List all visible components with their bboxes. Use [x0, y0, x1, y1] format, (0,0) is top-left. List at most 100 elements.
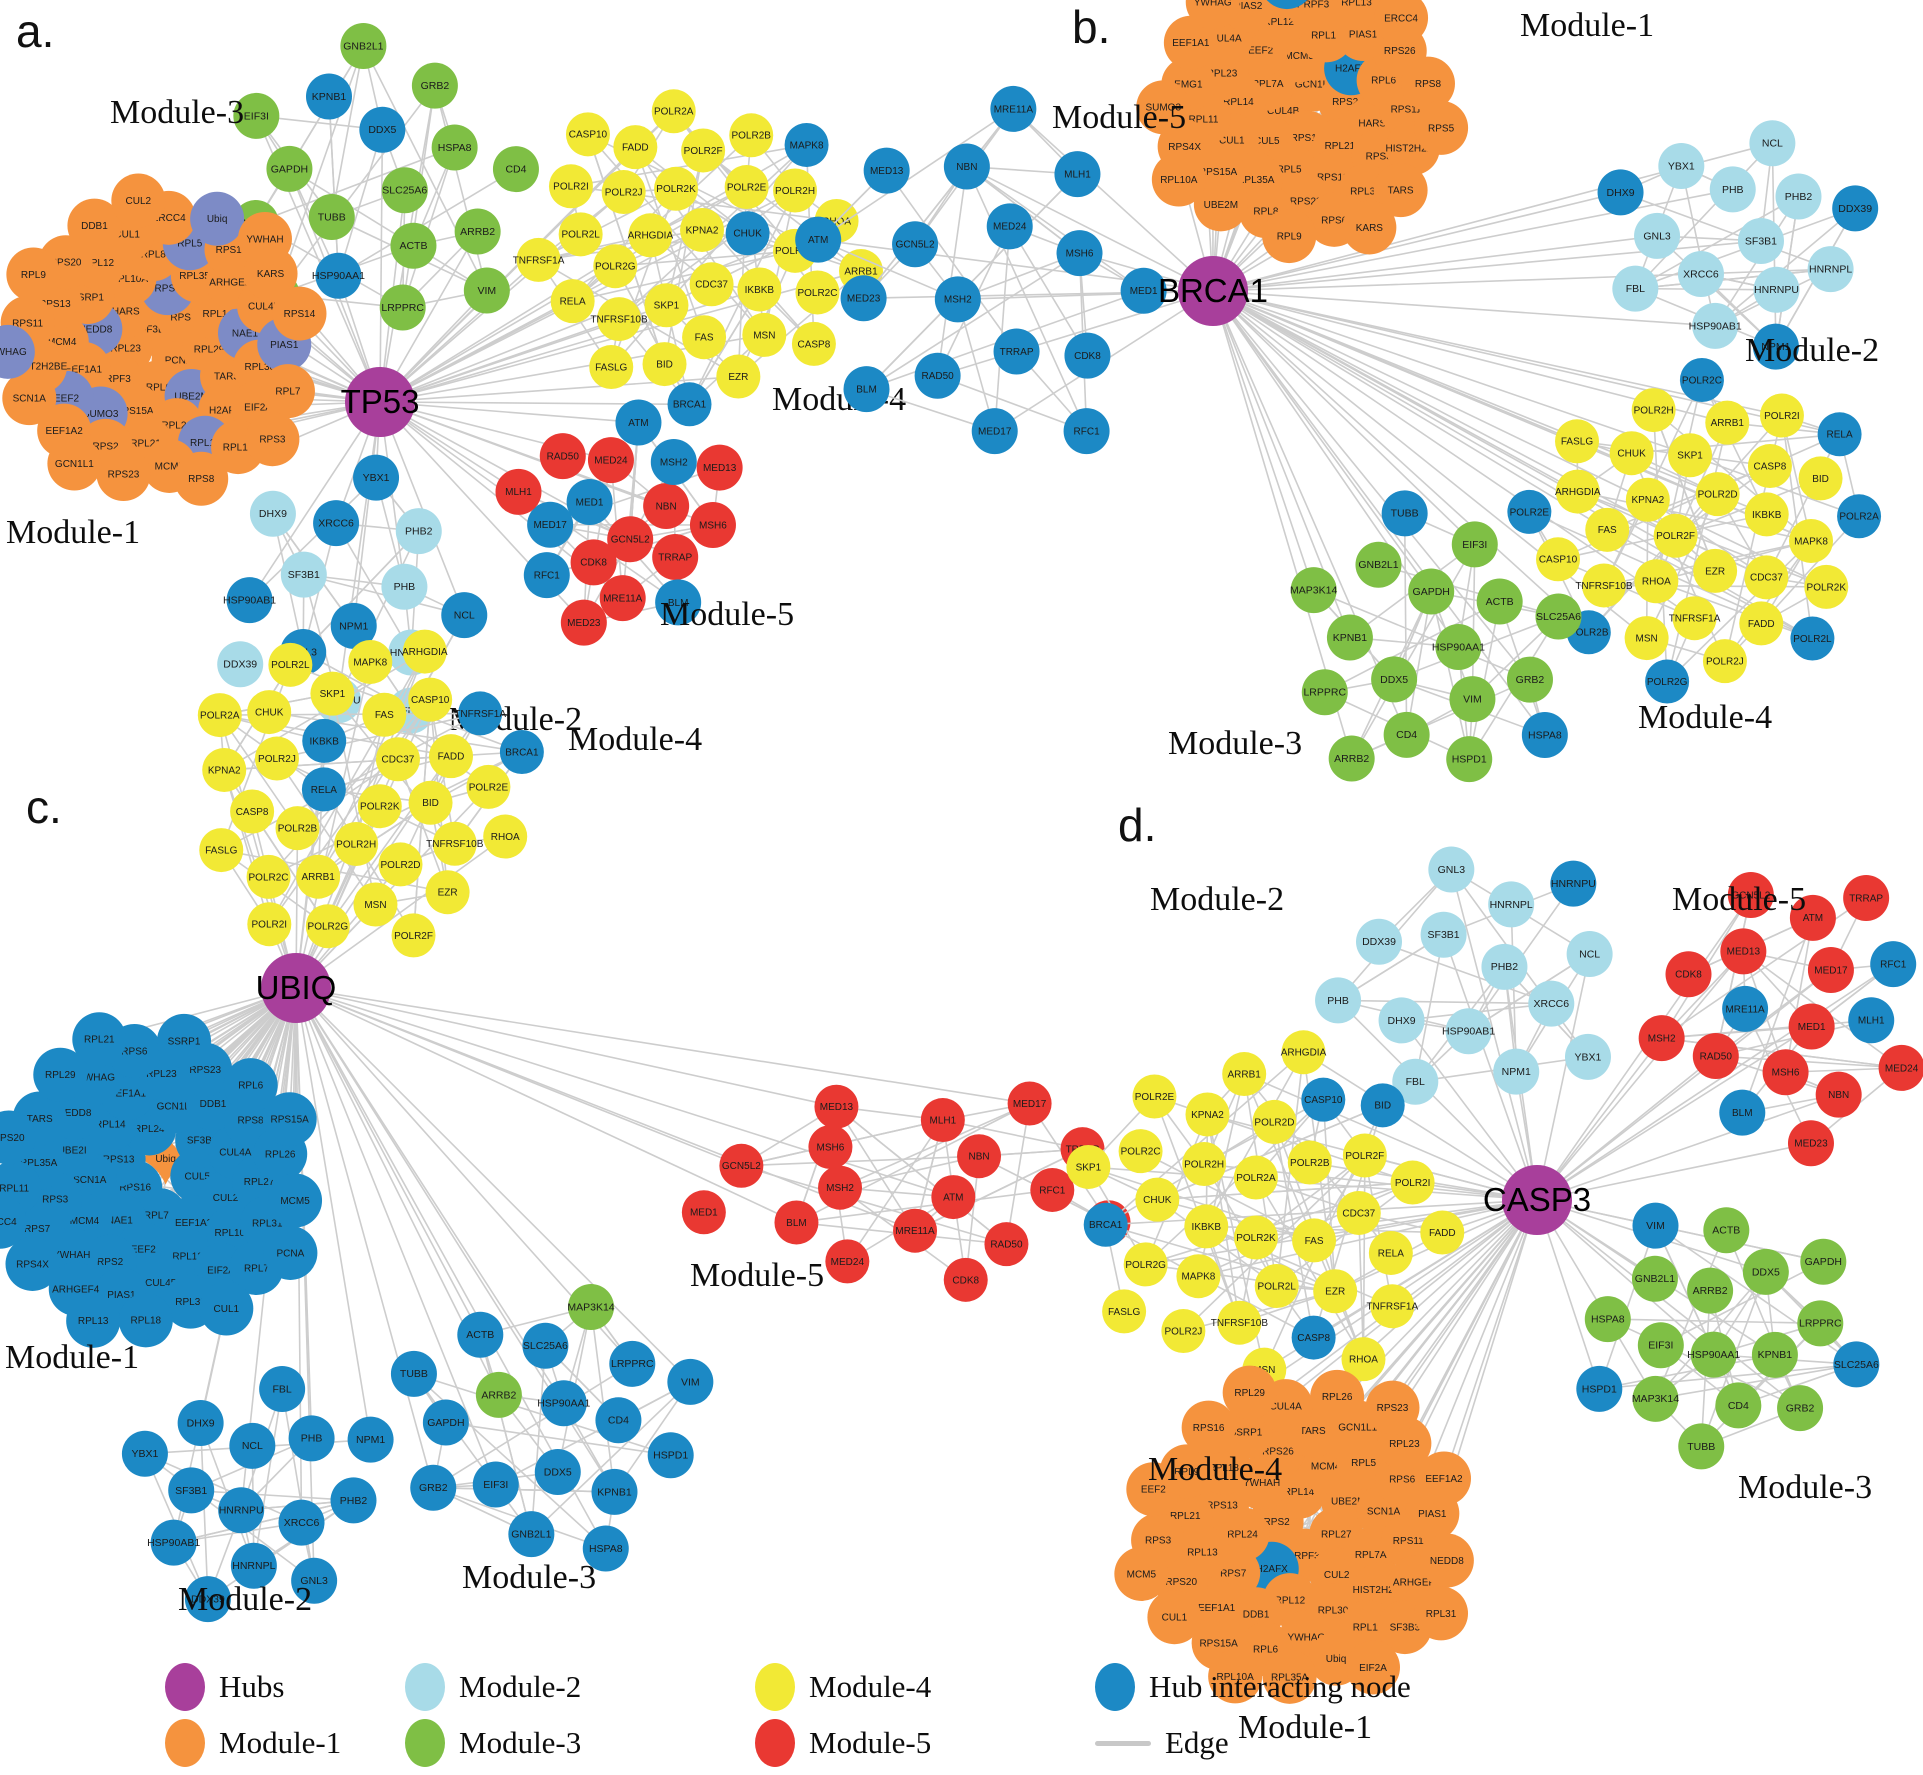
node-ARHGDIA: ARHGDIA	[1555, 469, 1601, 514]
node-circle	[1184, 1204, 1229, 1249]
node-circle	[334, 821, 379, 866]
node-circle	[1355, 541, 1402, 588]
node-circle	[729, 113, 774, 158]
node-circle	[1878, 1044, 1923, 1091]
node-XRCC6: XRCC6	[313, 500, 360, 547]
edge	[1322, 1099, 1336, 1292]
node-BID: BID	[1798, 456, 1843, 501]
node-label: BLM	[856, 385, 877, 396]
node-TNFRSF10B: TNFRSF10B	[1575, 563, 1633, 608]
node-label: RPS14	[1291, 133, 1323, 144]
node-label: XRCC6	[318, 518, 354, 530]
node-circle	[463, 267, 510, 314]
edge	[276, 758, 377, 905]
node-CHUK: CHUK	[725, 211, 770, 256]
node-label: TUBB	[400, 1368, 428, 1380]
edge	[1157, 1181, 1413, 1201]
node-label: GNL3	[1643, 230, 1671, 242]
node-circle	[1637, 1322, 1684, 1369]
node-label: POLR2J	[258, 754, 296, 765]
node-label: RPL5	[177, 239, 202, 250]
node-label: POLR2C	[1682, 375, 1722, 386]
node-NPM1: NPM1	[1493, 1048, 1540, 1095]
node-label: VIM	[1646, 1220, 1665, 1232]
node-circle	[1668, 433, 1713, 478]
node-label: RPL30	[1350, 186, 1381, 197]
node-label: RPS4X	[1168, 142, 1201, 153]
node-circle	[1292, 1218, 1337, 1263]
node-label: RFC1	[1880, 960, 1907, 971]
node-circle	[1762, 1049, 1809, 1096]
node-label: SSRP1	[168, 1036, 201, 1047]
hub-edge	[1212, 290, 1578, 443]
node-label: KPNB1	[312, 91, 347, 103]
node-LRPPRC: LRPPRC	[1797, 1300, 1844, 1347]
node-label: RHOA	[1349, 1355, 1378, 1366]
node-label: FADD	[1748, 619, 1775, 630]
node-circle	[667, 1358, 714, 1405]
node-label: TARS	[1300, 1426, 1326, 1437]
node-label: TRRAP	[1849, 893, 1883, 904]
node-label: PHB	[1327, 995, 1349, 1007]
node-circle	[1383, 711, 1430, 758]
hub-circle	[1178, 256, 1248, 326]
node-circle	[1506, 656, 1553, 703]
node-label: BID	[1812, 474, 1829, 485]
node-label: POLR2G	[308, 922, 349, 933]
node-MRE11A: MRE11A	[599, 575, 646, 622]
node-circle	[651, 89, 696, 134]
edge	[1362, 1155, 1366, 1360]
node-MED17: MED17	[527, 501, 574, 548]
node-label: IKBKB	[745, 285, 775, 296]
node-label: XRCC6	[1534, 998, 1570, 1010]
hub-edge	[295, 987, 691, 1383]
node-label: SCN1A	[13, 394, 47, 405]
node-circle	[1066, 1144, 1111, 1189]
node-DDX5: DDX5	[534, 1448, 581, 1495]
module-label-module-3: Module-3	[1738, 1469, 1872, 1506]
node-circle	[381, 563, 428, 610]
node-YBX1: YBX1	[353, 454, 400, 501]
node-label: ARRB2	[1693, 1285, 1728, 1297]
node-KPNA2: KPNA2	[680, 207, 725, 252]
node-label: POLR2D	[1698, 490, 1738, 501]
node-label: GAPDH	[427, 1417, 464, 1429]
node-circle	[540, 1380, 587, 1427]
node-label: RPL30	[245, 362, 276, 373]
node-LRPPRC: LRPPRC	[609, 1340, 656, 1387]
node-label: RPL27	[1321, 1530, 1352, 1541]
node-label: RPL29	[45, 1070, 76, 1081]
node-label: RHOA	[491, 832, 520, 843]
node-label: MED24	[594, 456, 628, 467]
node-circle	[1631, 388, 1676, 433]
node-circle	[560, 599, 607, 646]
node-SLC25A6: SLC25A6	[522, 1322, 569, 1369]
node-label: YBX1	[1575, 1051, 1602, 1063]
node-RPL6: RPL6	[223, 1058, 278, 1113]
node-circle	[681, 1190, 726, 1235]
panel-letter-c: c.	[26, 781, 62, 833]
node-CDK8: CDK8	[570, 539, 617, 586]
node-RPL18: RPL18	[118, 1293, 173, 1348]
node-circle	[1632, 1202, 1679, 1249]
node-label: RPS11	[12, 318, 43, 329]
node-label: MAPK8	[1181, 1272, 1215, 1283]
node-SLC25A6: SLC25A6	[381, 167, 428, 214]
node-KPNA2: KPNA2	[202, 747, 247, 792]
node-label: POLR2I	[1764, 411, 1800, 422]
edge	[401, 147, 456, 308]
node-circle	[1428, 846, 1475, 893]
node-label: SF3B1	[1428, 929, 1460, 941]
node-label: SF3B3	[187, 1136, 218, 1147]
node-circle	[597, 297, 642, 342]
node-label: ATM	[1803, 913, 1823, 924]
node-circle	[1420, 1210, 1465, 1255]
node-PHB2: PHB2	[395, 508, 442, 555]
node-label: ARRB1	[844, 266, 878, 277]
node-label: KPNA2	[208, 765, 241, 776]
node-label: MAPK8	[1794, 536, 1828, 547]
node-circle	[0, 1194, 27, 1249]
node-TUBB: TUBB	[390, 1350, 437, 1397]
node-label: EZR	[1705, 566, 1725, 577]
node-YWHAG: YWHAG	[0, 324, 35, 379]
